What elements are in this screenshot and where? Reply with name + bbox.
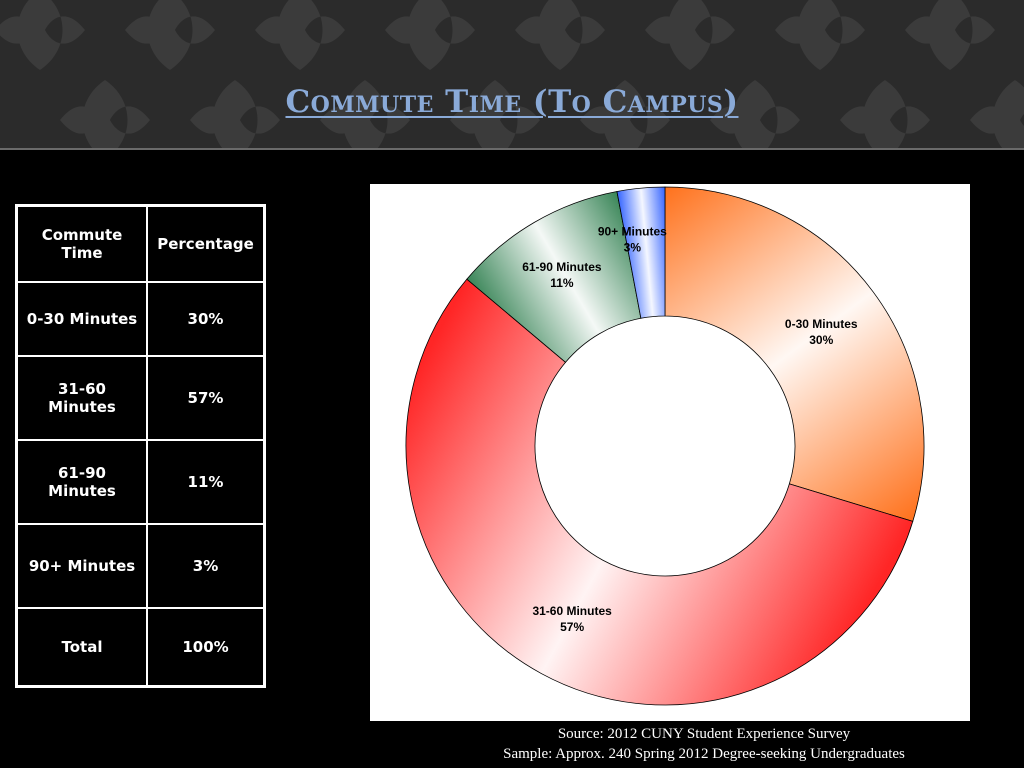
table-cell: 0-30 Minutes	[15, 281, 148, 357]
slice-value-label: 11%	[550, 276, 574, 290]
damask-motif	[125, 0, 215, 70]
damask-motif	[905, 0, 995, 70]
slice-category-label: 90+ Minutes	[598, 224, 667, 238]
table-header-cell: Commute Time	[15, 204, 148, 283]
slice-category-label: 61-90 Minutes	[522, 260, 602, 274]
damask-motif	[840, 80, 930, 148]
damask-motif	[60, 80, 150, 148]
chart-panel: 0-30 Minutes 30% 31-60 Minutes 57% 61-90 Min…	[370, 184, 970, 721]
table-cell: 11%	[146, 439, 266, 525]
damask-pattern	[0, 0, 1024, 148]
damask-motif	[255, 0, 345, 70]
damask-motif	[515, 0, 605, 70]
damask-motif	[645, 0, 735, 70]
table-cell: 3%	[146, 523, 266, 609]
table-cell: 57%	[146, 355, 266, 441]
table-row: 61-90 Minutes 11%	[15, 439, 266, 525]
damask-motif	[450, 80, 540, 148]
table-header-cell: Percentage	[146, 204, 266, 283]
damask-motif	[970, 80, 1024, 148]
header-band: Commute Time (To Campus)	[0, 0, 1024, 150]
table-cell: Total	[15, 607, 148, 687]
damask-motif	[190, 80, 280, 148]
table-cell: 30%	[146, 281, 266, 357]
source-line: Source: 2012 CUNY Student Experience Sur…	[557, 726, 851, 742]
slice-value-label: 57%	[560, 620, 584, 634]
slice-value-label: 30%	[809, 333, 833, 347]
table-cell: 31-60 Minutes	[15, 355, 148, 441]
damask-motif	[710, 80, 800, 148]
donut-slice	[616, 186, 666, 319]
damask-motif	[775, 0, 865, 70]
source-note: Source: 2012 CUNY Student Experience Sur…	[440, 724, 968, 764]
sample-line: Sample: Approx. 240 Spring 2012 Degree-s…	[503, 746, 905, 762]
damask-motif	[320, 80, 410, 148]
table-row: 90+ Minutes 3%	[15, 523, 266, 609]
table-row: 0-30 Minutes 30%	[15, 281, 266, 357]
slice-value-label: 3%	[624, 240, 642, 254]
table-header-row: Commute Time Percentage	[15, 204, 266, 283]
damask-motif	[580, 80, 670, 148]
donut-slice	[405, 278, 914, 706]
damask-motif	[385, 0, 475, 70]
slice-category-label: 31-60 Minutes	[532, 604, 612, 618]
table-row: 31-60 Minutes 57%	[15, 355, 266, 441]
commute-table: Commute Time Percentage 0-30 Minutes 30%…	[15, 204, 266, 688]
slice-category-label: 0-30 Minutes	[785, 317, 858, 331]
donut-chart: 0-30 Minutes 30% 31-60 Minutes 57% 61-90 Min…	[405, 186, 925, 706]
donut-slice	[664, 186, 925, 522]
table-cell: 61-90 Minutes	[15, 439, 148, 525]
table-cell: 90+ Minutes	[15, 523, 148, 609]
damask-motif	[0, 0, 85, 70]
table-cell: 100%	[146, 607, 266, 687]
table-row: Total 100%	[15, 607, 266, 687]
slide-title: Commute Time (To Campus)	[285, 84, 739, 120]
